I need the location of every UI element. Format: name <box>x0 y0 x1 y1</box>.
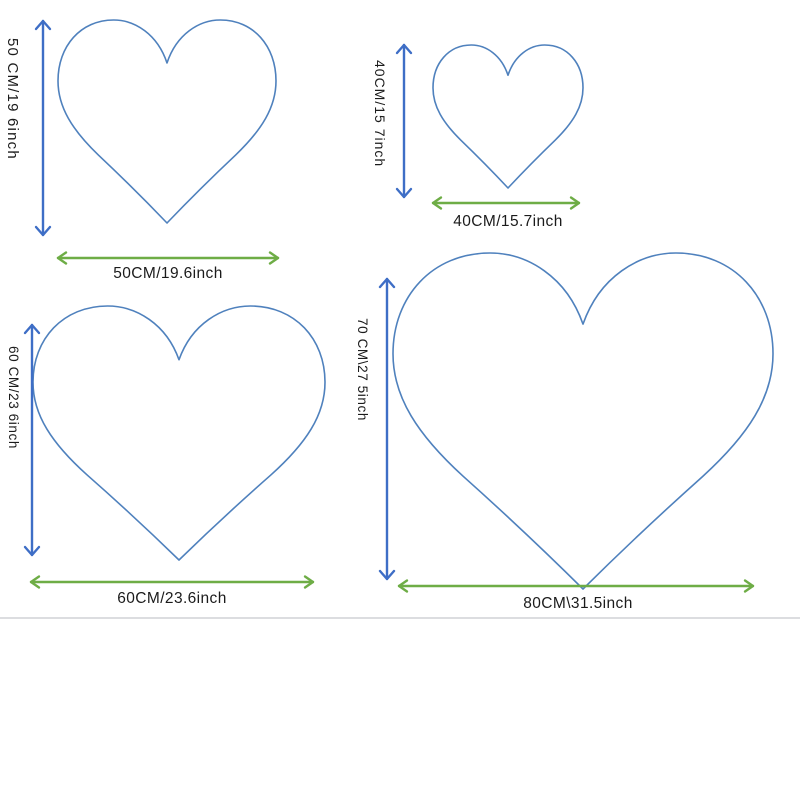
vertical-dimension-arrow <box>23 323 41 557</box>
vertical-dimension-label: 60 CM/23 6inch <box>6 346 21 449</box>
heart-outline <box>33 306 325 560</box>
horizontal-dimension-arrow <box>56 251 280 265</box>
vertical-dimension-arrow <box>378 277 396 581</box>
horizontal-dimension-arrow <box>397 579 755 593</box>
vertical-dimension-label: 70 CM\27 5inch <box>355 318 370 421</box>
vertical-dimension-arrow <box>395 43 413 199</box>
horizontal-dimension-label: 60CM/23.6inch <box>117 590 227 607</box>
section-divider <box>0 617 800 619</box>
vertical-dimension-label: 40CM/15 7inch <box>372 60 388 168</box>
heart-outline <box>58 20 276 223</box>
horizontal-dimension-arrow <box>29 575 315 589</box>
horizontal-dimension-label: 40CM/15.7inch <box>453 213 563 230</box>
horizontal-dimension-label: 80CM\31.5inch <box>523 595 633 612</box>
heart-outline <box>393 253 773 589</box>
horizontal-dimension-arrow <box>431 196 581 210</box>
vertical-dimension-arrow <box>34 19 52 237</box>
horizontal-dimension-label: 50CM/19.6inch <box>113 265 223 282</box>
heart-outline <box>433 45 583 188</box>
vertical-dimension-label: 50 CM/19 6inch <box>4 38 21 160</box>
